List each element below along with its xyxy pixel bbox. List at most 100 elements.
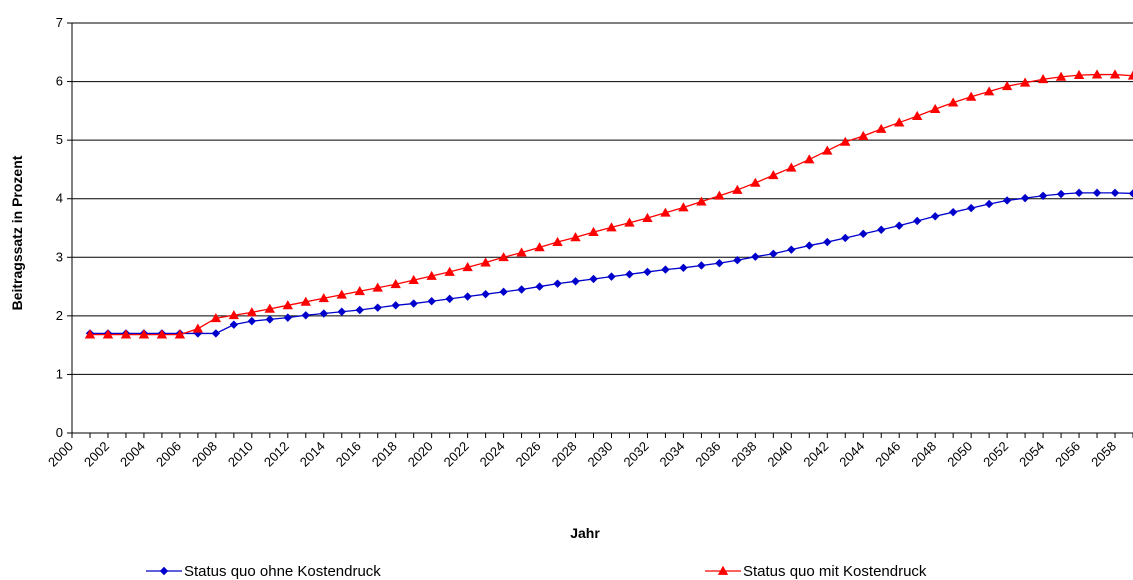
legend-item: Status quo ohne Kostendruck (146, 563, 381, 580)
x-tick-label: 2054 (1016, 439, 1047, 470)
x-tick-label: 2036 (692, 439, 723, 470)
data-point (372, 282, 383, 292)
data-point (301, 311, 310, 320)
data-point (625, 270, 634, 279)
data-point (804, 154, 815, 164)
data-point (589, 274, 598, 284)
data-point (877, 225, 886, 234)
data-point (1055, 71, 1067, 81)
data-point (1073, 69, 1085, 80)
data-point (607, 272, 616, 281)
x-tick-label: 2004 (117, 439, 148, 470)
data-point (318, 293, 329, 303)
data-point (768, 170, 779, 180)
x-tick-label: 2024 (477, 439, 508, 470)
data-point (1002, 196, 1012, 205)
data-point (444, 266, 455, 276)
data-point (390, 279, 401, 289)
data-point (156, 329, 168, 339)
data-point (786, 162, 797, 172)
data-point (120, 329, 132, 339)
data-point (750, 177, 761, 187)
series-2 (84, 69, 1133, 339)
data-point (912, 110, 923, 121)
data-point (696, 196, 707, 206)
data-point (717, 565, 729, 575)
y-tick-label: 1 (56, 366, 63, 381)
data-point (983, 86, 995, 96)
y-tick-label: 6 (56, 74, 63, 89)
data-point (282, 300, 293, 310)
x-tick-label: 2056 (1052, 439, 1083, 470)
data-point (373, 303, 382, 312)
data-point (462, 262, 473, 272)
data-point (1019, 77, 1031, 87)
data-point (732, 184, 743, 194)
data-point (571, 277, 580, 286)
x-tick-label: 2044 (836, 439, 867, 470)
series-line (89, 192, 1133, 335)
data-point (246, 307, 258, 317)
data-point (697, 261, 706, 270)
x-tick-label: 2012 (261, 439, 292, 470)
data-point (929, 103, 941, 113)
x-axis-ticks: 2000 2002 2004 2006 2008 2010 2012 2014 2016 2018… (45, 433, 1133, 470)
data-point (159, 566, 169, 576)
data-point (229, 320, 239, 329)
data-point (84, 329, 96, 339)
data-point (1110, 188, 1120, 198)
data-point (552, 236, 563, 246)
legend: Status quo ohne Kostendruck Status quo mi… (146, 563, 927, 580)
data-point (355, 305, 364, 315)
data-point (913, 216, 922, 226)
data-point (228, 310, 240, 320)
data-point (1092, 188, 1102, 198)
data-point (535, 282, 544, 291)
x-tick-label: 2018 (369, 439, 400, 470)
x-tick-label: 2026 (513, 439, 544, 470)
x-axis-title: Jahr (570, 525, 600, 541)
data-point (210, 313, 222, 323)
y-axis-title: Beitragssatz in Prozent (9, 155, 25, 310)
data-point (624, 217, 635, 227)
data-point (1127, 70, 1133, 80)
data-point (1109, 69, 1121, 79)
x-tick-label: 2034 (656, 439, 687, 470)
gridlines (72, 22, 1133, 375)
data-point (247, 316, 257, 326)
data-point (642, 212, 653, 222)
data-point (859, 229, 868, 239)
data-point (516, 247, 527, 257)
data-point (823, 237, 832, 247)
series-lines (84, 69, 1133, 339)
data-point (714, 190, 725, 200)
data-point (840, 136, 851, 146)
data-point (1037, 74, 1049, 84)
data-point (102, 329, 114, 339)
data-point (947, 97, 959, 107)
data-point (679, 263, 688, 273)
data-point (354, 286, 365, 296)
data-point (1074, 188, 1084, 198)
data-point (1056, 189, 1066, 199)
data-point (1128, 189, 1133, 198)
x-tick-label: 2032 (621, 439, 652, 470)
y-tick-label: 0 (56, 425, 63, 440)
data-point (498, 252, 509, 262)
data-point (499, 287, 508, 297)
x-tick-label: 2008 (189, 439, 220, 470)
data-point (751, 252, 760, 261)
data-point (876, 123, 887, 133)
legend-label: Status quo ohne Kostendruck (184, 563, 381, 580)
y-tick-label: 5 (56, 132, 63, 147)
x-tick-label: 2030 (585, 439, 616, 470)
data-point (570, 232, 581, 242)
data-point (769, 249, 778, 258)
data-point (480, 257, 491, 267)
data-point (841, 233, 850, 243)
data-point (264, 303, 276, 313)
series-1 (85, 188, 1133, 338)
data-point (894, 117, 905, 127)
data-point (787, 245, 796, 254)
